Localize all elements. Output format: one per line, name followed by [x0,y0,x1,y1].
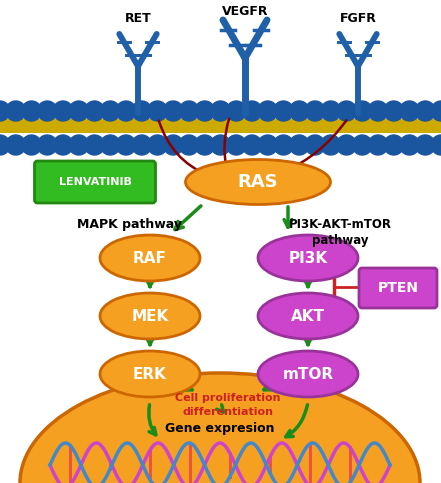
Circle shape [53,101,73,121]
Ellipse shape [186,159,330,204]
Circle shape [100,135,120,155]
Circle shape [163,135,183,155]
Circle shape [415,101,435,121]
Circle shape [368,135,388,155]
Circle shape [116,135,136,155]
Circle shape [163,101,183,121]
Circle shape [352,135,372,155]
Circle shape [147,135,168,155]
Circle shape [321,135,341,155]
Text: Gene expresion: Gene expresion [165,422,275,435]
Circle shape [242,135,262,155]
Circle shape [305,135,325,155]
Circle shape [100,101,120,121]
Text: mTOR: mTOR [282,367,333,382]
Text: PI3K: PI3K [288,251,328,266]
Ellipse shape [100,293,200,339]
Circle shape [195,135,215,155]
Circle shape [242,101,262,121]
Circle shape [226,135,246,155]
Circle shape [431,101,441,121]
Ellipse shape [258,235,358,281]
Circle shape [289,135,309,155]
Circle shape [179,101,199,121]
Circle shape [226,101,246,121]
Circle shape [336,135,356,155]
Text: PI3K-AKT-mTOR
pathway: PI3K-AKT-mTOR pathway [288,218,392,247]
Circle shape [147,101,168,121]
Circle shape [69,101,89,121]
Ellipse shape [20,373,420,483]
Text: Cell proliferation
differentiation: Cell proliferation differentiation [175,393,281,417]
Circle shape [336,101,356,121]
Circle shape [384,135,404,155]
Circle shape [273,101,294,121]
Circle shape [22,101,41,121]
Ellipse shape [258,351,358,397]
Circle shape [431,135,441,155]
Circle shape [85,135,105,155]
Circle shape [22,135,41,155]
Circle shape [305,101,325,121]
Circle shape [6,135,26,155]
Circle shape [53,135,73,155]
Circle shape [210,135,231,155]
Circle shape [69,135,89,155]
Circle shape [37,135,57,155]
Circle shape [352,101,372,121]
Circle shape [85,101,105,121]
Ellipse shape [100,235,200,281]
Circle shape [415,135,435,155]
Text: RET: RET [125,12,151,25]
Circle shape [132,101,152,121]
Circle shape [400,101,419,121]
Circle shape [400,135,419,155]
Circle shape [368,101,388,121]
Circle shape [273,135,294,155]
Text: MAPK pathway: MAPK pathway [78,218,183,231]
Text: FGFR: FGFR [340,12,377,25]
Circle shape [116,101,136,121]
Text: ERK: ERK [133,367,167,382]
Circle shape [195,101,215,121]
Circle shape [258,135,278,155]
Circle shape [0,135,10,155]
Circle shape [37,101,57,121]
Circle shape [289,101,309,121]
Text: AKT: AKT [291,309,325,324]
Circle shape [210,101,231,121]
Circle shape [258,101,278,121]
Circle shape [6,101,26,121]
FancyBboxPatch shape [359,268,437,308]
Bar [0,119,441,133]
Text: MEK: MEK [131,309,168,324]
Circle shape [321,101,341,121]
Circle shape [0,101,10,121]
Text: PTEN: PTEN [377,281,419,295]
FancyBboxPatch shape [34,161,156,203]
Circle shape [179,135,199,155]
Ellipse shape [258,293,358,339]
Text: VEGFR: VEGFR [222,5,268,18]
Text: RAS: RAS [238,173,278,191]
Text: LENVATINIB: LENVATINIB [59,177,131,187]
Ellipse shape [100,351,200,397]
Circle shape [384,101,404,121]
Circle shape [132,135,152,155]
Text: RAF: RAF [133,251,167,266]
